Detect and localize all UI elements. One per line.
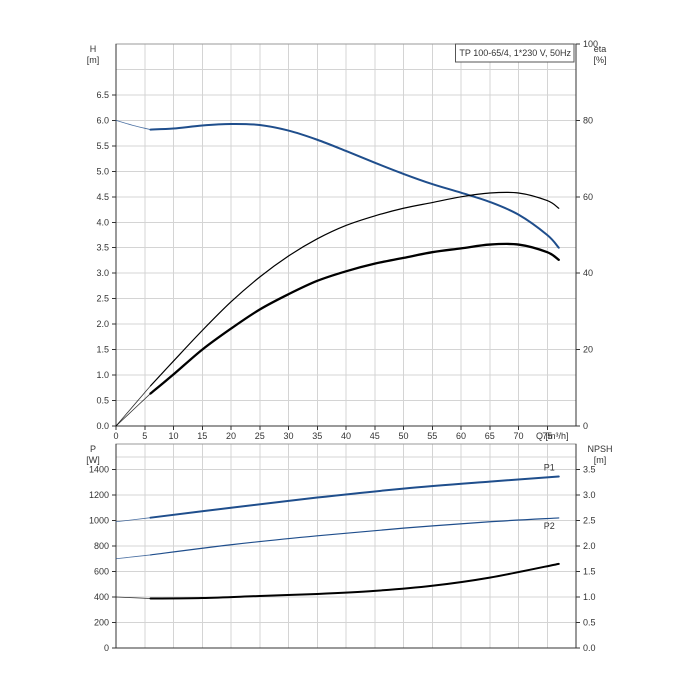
x-tick-label: 15 <box>197 431 207 441</box>
y-left-axis-title: H <box>90 44 97 54</box>
series-p1-line <box>149 475 560 519</box>
series-label-p2: P2 <box>544 521 555 531</box>
y-left-tick-label: 1400 <box>89 465 109 475</box>
series-eta_thin-extrapolation <box>115 385 151 427</box>
y-left-tick-label: 1.5 <box>96 345 109 355</box>
y-left-tick-label: 0.5 <box>96 396 109 406</box>
x-tick-label: 0 <box>113 431 118 441</box>
y-left-tick-label: 0 <box>104 643 109 653</box>
y-left-axis-title: P <box>90 444 96 454</box>
y-left-tick-label: 1000 <box>89 516 109 526</box>
x-tick-label: 75 <box>542 431 552 441</box>
y-left-tick-label: 5.5 <box>96 141 109 151</box>
y-right-axis-unit: [%] <box>593 55 606 65</box>
series-eta_thick-line <box>149 242 560 395</box>
y-right-tick-label: 40 <box>583 268 593 278</box>
series-npsh-line <box>149 562 560 600</box>
y-right-tick-label: 2.0 <box>583 541 596 551</box>
series-p2-line <box>149 517 560 556</box>
y-left-tick-label: 0.0 <box>96 421 109 431</box>
y-right-tick-label: 60 <box>583 192 593 202</box>
x-tick-label: 70 <box>513 431 523 441</box>
x-tick-label: 60 <box>456 431 466 441</box>
x-tick-label: 5 <box>142 431 147 441</box>
x-axis-title: Q [m³/h] <box>536 431 569 441</box>
y-right-axis-unit: [m] <box>594 455 607 465</box>
x-tick-label: 10 <box>168 431 178 441</box>
y-left-tick-label: 4.0 <box>96 217 109 227</box>
y-right-axis-title: eta <box>594 44 607 54</box>
x-tick-label: 55 <box>427 431 437 441</box>
x-tick-label: 50 <box>398 431 408 441</box>
series-h-extrapolation <box>115 120 151 130</box>
y-right-tick-label: 0 <box>583 421 588 431</box>
y-right-tick-label: 20 <box>583 345 593 355</box>
series-eta_thick-extrapolation <box>115 393 151 427</box>
series-h-line <box>149 122 560 249</box>
y-left-tick-label: 5.0 <box>96 166 109 176</box>
chart-title-box <box>454 43 575 63</box>
series-eta_thin-line <box>149 191 560 387</box>
y-left-tick-label: 3.0 <box>96 268 109 278</box>
y-left-tick-label: 1.0 <box>96 370 109 380</box>
series-label-p1: P1 <box>544 463 555 473</box>
y-left-tick-label: 6.0 <box>96 115 109 125</box>
x-tick-label: 25 <box>255 431 265 441</box>
series-npsh-extrapolation <box>115 596 151 599</box>
series-p2-extrapolation <box>115 554 151 560</box>
y-left-tick-label: 800 <box>94 541 109 551</box>
y-right-tick-label: 0.0 <box>583 643 596 653</box>
x-tick-label: 20 <box>226 431 236 441</box>
y-left-tick-label: 4.5 <box>96 192 109 202</box>
y-right-tick-label: 80 <box>583 115 593 125</box>
y-left-axis-unit: [m] <box>87 55 100 65</box>
y-left-tick-label: 600 <box>94 567 109 577</box>
y-left-tick-label: 200 <box>94 618 109 628</box>
x-tick-label: 45 <box>370 431 380 441</box>
y-right-tick-label: 3.0 <box>583 490 596 500</box>
y-right-tick-label: 2.5 <box>583 516 596 526</box>
y-left-tick-label: 3.5 <box>96 243 109 253</box>
x-tick-label: 40 <box>341 431 351 441</box>
series-p1-extrapolation <box>115 517 151 523</box>
y-left-tick-label: 400 <box>94 592 109 602</box>
y-right-tick-label: 1.0 <box>583 592 596 602</box>
y-left-tick-label: 6.5 <box>96 90 109 100</box>
y-left-tick-label: 2.5 <box>96 294 109 304</box>
x-tick-label: 35 <box>312 431 322 441</box>
y-right-axis-title: NPSH <box>587 444 612 454</box>
x-tick-label: 30 <box>283 431 293 441</box>
x-tick-label: 65 <box>485 431 495 441</box>
y-right-tick-label: 0.5 <box>583 618 596 628</box>
y-left-tick-label: 1200 <box>89 490 109 500</box>
y-right-tick-label: 100 <box>583 39 598 49</box>
y-right-tick-label: 3.5 <box>583 465 596 475</box>
y-left-tick-label: 2.0 <box>96 319 109 329</box>
y-right-tick-label: 1.5 <box>583 567 596 577</box>
y-left-axis-unit: [W] <box>86 455 100 465</box>
chart-title: TP 100-65/4, 1*230 V, 50Hz <box>459 48 571 58</box>
